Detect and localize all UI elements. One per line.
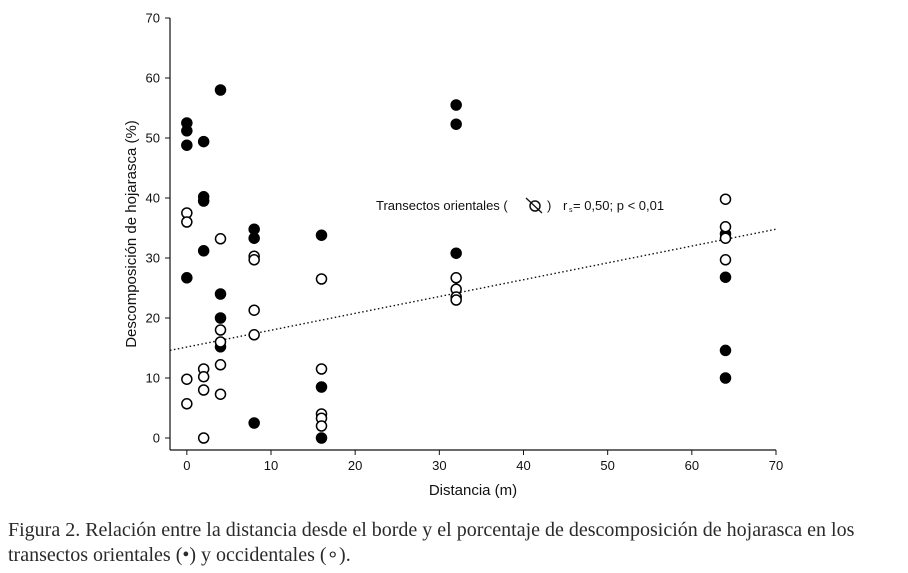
figure-caption: Figura 2. Relación entre la distancia de… [8,519,855,566]
open-point [214,324,227,336]
filled-point [248,232,260,244]
open-point [248,304,260,316]
open-point [315,273,328,285]
filled-point [197,135,210,148]
open-point [214,336,227,348]
x-tick-label: 0 [183,458,190,473]
filled-point [197,195,210,207]
x-tick-label: 40 [516,458,530,473]
filled-point [214,288,227,300]
x-tick-label: 30 [432,458,446,473]
y-tick-label: 70 [146,11,160,26]
open-point [214,359,227,371]
filled-point [315,229,328,241]
filled-point [719,372,732,384]
filled-point [450,99,462,111]
y-axis-label: Descomposición de hojarasca (%) [123,120,140,348]
correlation-annotation: Transectos orientales ( ) r s = 0,50; p … [376,197,664,214]
open-point [214,388,227,400]
open-point [719,221,732,233]
filled-point [719,271,732,283]
annotation-text-after: ) [547,198,551,213]
x-tick-label: 10 [264,458,278,473]
open-point [181,373,193,385]
y-axis-ticks: 0 10 20 30 40 50 60 70 [146,11,170,446]
y-tick-label: 0 [153,431,160,446]
data-points [181,84,732,444]
trend-line [169,228,777,352]
scatter-chart: 0 10 20 30 40 50 60 70 0 10 20 30 40 50 60 70 Distanci… [123,11,783,500]
icon-circle [529,200,541,212]
open-point [197,384,210,396]
open-point [450,272,462,284]
open-point [214,233,227,245]
open-point [315,363,328,375]
x-tick-label: 60 [685,458,699,473]
y-tick-label: 40 [146,191,160,206]
open-point [719,193,732,205]
filled-point [197,245,210,257]
open-point [181,398,193,410]
open-point [450,294,462,306]
open-point [181,216,193,228]
filled-point [181,139,193,151]
annotation-text-before: Transectos orientales ( [376,198,508,213]
x-tick-label: 70 [769,458,783,473]
filled-point [450,247,462,259]
open-point [719,254,732,266]
filled-point [719,344,732,357]
annotation-stat: = 0,50; p < 0,01 [573,198,664,213]
open-point [315,420,328,432]
x-axis-ticks: 0 10 20 30 40 50 60 70 [183,450,783,473]
annotation-r-label: r [563,198,568,213]
filled-point [315,432,328,444]
open-point [197,371,210,383]
filled-point [214,84,227,96]
filled-point [450,118,462,130]
x-tick-label: 20 [348,458,362,473]
y-tick-label: 30 [146,251,160,266]
filled-point [181,125,193,137]
filled-point [248,417,260,429]
open-point [248,329,260,341]
x-axis-label: Distancia (m) [429,482,517,499]
y-tick-label: 20 [146,311,160,326]
annotation-r-subscript: s [569,207,573,214]
icon-slash [525,197,543,214]
x-tick-label: 50 [600,458,614,473]
y-tick-label: 60 [146,71,160,86]
axes [169,18,776,451]
y-tick-label: 50 [146,131,160,146]
filled-point [315,381,328,393]
slashed-circle-icon [525,197,543,214]
open-point [719,232,732,244]
y-tick-label: 10 [146,371,160,386]
open-point [197,432,210,444]
filled-point [214,312,227,324]
filled-point [181,272,193,284]
open-point [248,254,260,266]
